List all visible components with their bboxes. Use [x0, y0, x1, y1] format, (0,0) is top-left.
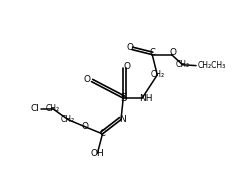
Text: O: O [84, 75, 91, 84]
Text: S: S [120, 93, 127, 103]
Text: C: C [100, 129, 105, 138]
Text: O: O [81, 122, 88, 131]
Text: CH₂: CH₂ [176, 60, 190, 69]
Text: N: N [119, 115, 126, 124]
Text: O: O [124, 62, 131, 71]
Text: CH₂: CH₂ [150, 70, 164, 79]
Text: OH: OH [91, 149, 104, 158]
Text: O: O [170, 48, 177, 57]
Text: CH₂CH₃: CH₂CH₃ [198, 61, 226, 70]
Text: CH₂: CH₂ [61, 115, 75, 124]
Text: NH: NH [139, 95, 152, 104]
Text: C: C [149, 48, 155, 57]
Text: CH₂: CH₂ [46, 104, 60, 113]
Text: O: O [127, 43, 134, 52]
Text: Cl: Cl [30, 104, 39, 113]
